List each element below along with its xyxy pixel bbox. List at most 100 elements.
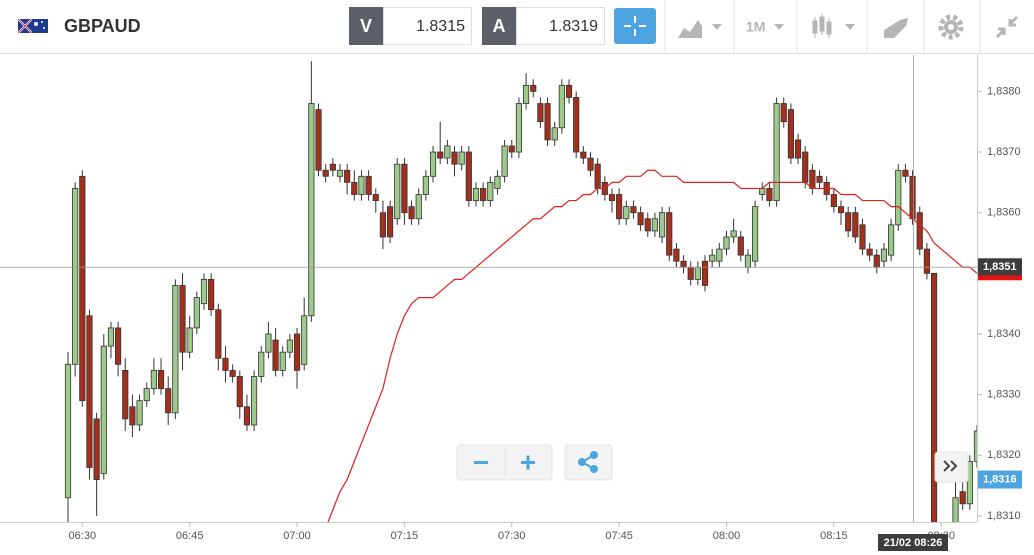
candle-body: [444, 145, 451, 159]
candle-body: [208, 279, 215, 311]
collapse-button[interactable]: [995, 15, 1019, 39]
candle-body: [408, 206, 415, 220]
candle-body: [293, 333, 301, 371]
candle-body: [752, 206, 759, 262]
candle-body: [93, 418, 100, 480]
x-tick-label: 07:45: [605, 530, 633, 542]
candle-body: [558, 84, 565, 129]
bid-button[interactable]: V 1.8315: [349, 7, 472, 45]
candle-body: [229, 369, 236, 377]
candle-body: [243, 406, 251, 426]
candle-body: [709, 254, 716, 262]
toolbar-separators: [664, 0, 981, 53]
x-tick-label: 06:30: [69, 530, 97, 542]
candle-body: [322, 169, 329, 177]
crosshair-price-label: 1,8351: [983, 261, 1017, 273]
candle-body: [580, 151, 587, 159]
candle-body: [387, 206, 394, 238]
candle-body: [759, 188, 766, 195]
share-icon: [578, 451, 598, 473]
candle-body: [730, 230, 737, 238]
crosshair-time-box: [878, 534, 948, 551]
candle-body: [594, 163, 601, 189]
ask-price: 1.8319: [549, 18, 598, 35]
candle-body: [115, 327, 122, 365]
y-tick-label: 1,8380: [987, 85, 1021, 97]
candle-body: [522, 84, 530, 104]
candle-body: [308, 103, 315, 317]
candle-body: [329, 163, 336, 171]
candle-body: [286, 339, 293, 353]
candle-body: [787, 109, 794, 159]
candle-body: [837, 206, 845, 214]
candle-body: [551, 127, 558, 141]
candle-body: [415, 194, 422, 220]
last-price-box: [978, 470, 1022, 489]
candle-body: [107, 327, 115, 347]
candle-body: [344, 169, 351, 183]
candle-body: [773, 103, 780, 201]
candle-body: [279, 351, 286, 371]
x-tick-label: 08:15: [820, 530, 848, 542]
candle-body: [429, 151, 437, 177]
candle-body: [530, 84, 537, 92]
candle-body: [236, 376, 243, 408]
plot-area: [0, 61, 977, 522]
draw-tools-button[interactable]: [884, 18, 908, 38]
candle-body: [465, 151, 472, 201]
candle-body: [458, 151, 465, 165]
candle-body: [394, 163, 401, 220]
candle-body: [687, 266, 694, 280]
candle-style-button[interactable]: [812, 14, 855, 38]
timeframe-button[interactable]: 1M: [746, 19, 784, 35]
candle-body: [658, 212, 666, 238]
zoom-in-button[interactable]: [521, 455, 535, 470]
candle-body: [780, 103, 787, 123]
candle-body: [265, 333, 272, 353]
candle-body: [422, 175, 429, 195]
candle-body: [79, 175, 86, 402]
x-tick-label: 07:15: [391, 530, 419, 542]
candle-body: [86, 315, 93, 468]
crosshair-button[interactable]: [614, 8, 656, 44]
chart-type-button[interactable]: [678, 20, 722, 38]
candle-body: [501, 145, 508, 177]
candle-body: [193, 297, 200, 329]
candle-body: [923, 248, 930, 274]
candle-body: [129, 406, 136, 426]
y-tick-label: 1,8370: [987, 146, 1021, 158]
candle-body: [122, 369, 129, 420]
candle-body: [866, 248, 873, 256]
candle-body: [573, 97, 580, 153]
scroll-latest-button[interactable]: [934, 451, 969, 483]
candle-body: [372, 194, 379, 201]
ask-button[interactable]: A 1.8319: [482, 7, 605, 45]
candle-body: [186, 327, 193, 353]
candle-body: [315, 109, 322, 171]
candle-body: [494, 175, 501, 189]
candle-body: [802, 151, 809, 183]
y-tick-label: 1,8330: [987, 389, 1021, 401]
bid-label: V: [360, 16, 372, 36]
candle-body: [666, 212, 673, 256]
candle-body: [251, 376, 258, 426]
candle-body: [365, 175, 372, 195]
settings-button[interactable]: [938, 14, 964, 40]
candle-body: [508, 145, 515, 153]
candle-body: [723, 236, 730, 250]
candle-body: [630, 206, 637, 214]
share-button[interactable]: [564, 444, 613, 481]
candle-body: [644, 218, 651, 232]
x-tick-label: 07:30: [498, 530, 526, 542]
candle-body: [179, 285, 186, 353]
x-tick-label: 07:00: [283, 530, 311, 542]
candle-body: [737, 236, 744, 256]
timeframe: 1M: [746, 19, 765, 35]
candle-body: [623, 206, 630, 220]
candle-body: [143, 388, 150, 402]
candle-body: [651, 218, 658, 232]
x-tick-label: 08:00: [713, 530, 741, 542]
candle-body: [830, 194, 837, 208]
candle-body: [487, 181, 494, 201]
